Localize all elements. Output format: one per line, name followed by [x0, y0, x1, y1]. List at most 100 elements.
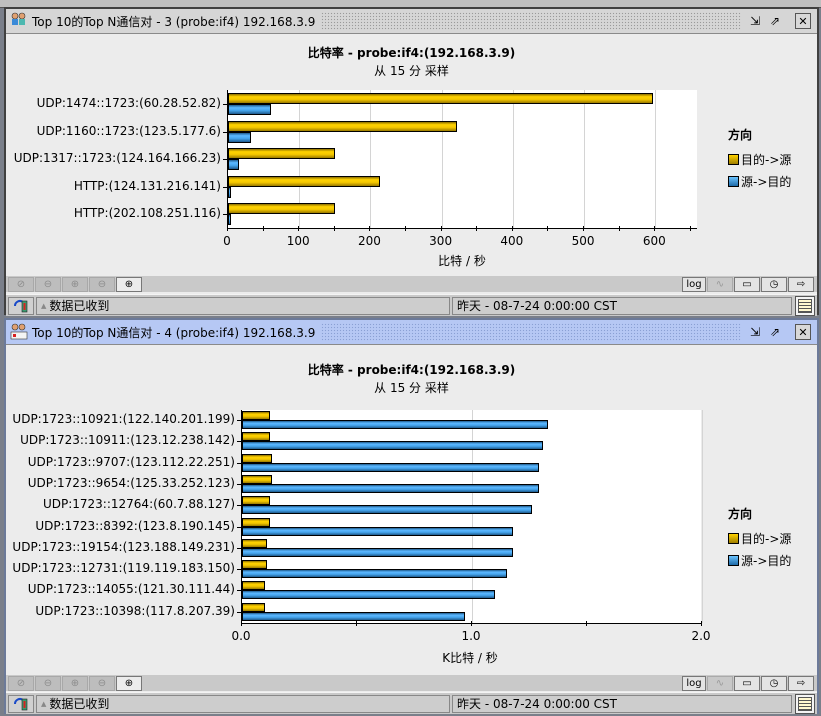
- zoom-out-icon[interactable]: ⊖: [89, 276, 115, 292]
- data-refresh-icon[interactable]: [8, 694, 34, 713]
- bar-dst-to-src[interactable]: [242, 560, 268, 570]
- bar-dst-to-src[interactable]: [242, 453, 272, 463]
- zoom-in-icon[interactable]: ⊕: [116, 276, 142, 292]
- chart-window-4: Top 10的Top N通信对 - 4 (probe:if4) 192.168.…: [4, 318, 819, 714]
- x-axis-title: 比特 / 秒: [438, 254, 486, 268]
- bar-src-to-dst[interactable]: [242, 611, 466, 621]
- zoom-out-icon[interactable]: ⊖: [89, 675, 115, 691]
- line-chart-icon[interactable]: ∿: [707, 276, 733, 292]
- export-icon[interactable]: ⇨: [788, 675, 814, 691]
- gridline: [702, 410, 703, 623]
- window-titlebar[interactable]: Top 10的Top N通信对 - 3 (probe:if4) 192.168.…: [6, 9, 817, 34]
- bar-src-to-dst[interactable]: [228, 104, 272, 115]
- titlebar-drag-area[interactable]: [321, 323, 741, 341]
- bar-dst-to-src[interactable]: [242, 538, 268, 548]
- bar-dst-to-src[interactable]: [242, 411, 270, 420]
- y-tick: [237, 462, 241, 464]
- export-icon[interactable]: ⇨: [788, 276, 814, 292]
- bar-src-to-dst[interactable]: [228, 131, 251, 143]
- bar-dst-to-src[interactable]: [242, 432, 270, 442]
- x-tick: [511, 226, 513, 231]
- line-chart-icon[interactable]: ∿: [707, 675, 733, 691]
- x-tick-label: 0: [223, 234, 231, 248]
- maximize-icon[interactable]: ⇗: [769, 325, 781, 339]
- bar-dst-to-src[interactable]: [242, 581, 265, 591]
- legend: 方向 目的->源 源->目的: [728, 505, 791, 574]
- clock-icon[interactable]: ◷: [761, 675, 787, 691]
- maximize-icon[interactable]: ⇗: [769, 14, 781, 28]
- x-tick: [298, 226, 300, 231]
- bar-dst-to-src[interactable]: [242, 517, 270, 527]
- x-tick: [471, 621, 472, 626]
- log-scale-button[interactable]: log: [682, 276, 706, 292]
- x-tick-label: 1.0: [461, 629, 481, 643]
- x-tick-label: 400: [500, 234, 524, 248]
- bar-dst-to-src[interactable]: [228, 93, 654, 104]
- chart-panel: 比特率 - probe:if4:(192.168.3.9) 从 15 分 采样 …: [6, 34, 817, 294]
- zoom-in-icon[interactable]: ⊕: [116, 675, 142, 691]
- status-message: ▲ 数据已收到: [36, 296, 450, 315]
- minimize-icon[interactable]: ⇲: [749, 325, 761, 339]
- calendar-icon[interactable]: [795, 295, 815, 316]
- x-axis-title: K比特 / 秒: [442, 651, 498, 665]
- triangle-icon: ▲: [41, 699, 47, 708]
- zoom-reset-icon[interactable]: ⊘: [8, 276, 34, 292]
- calendar-icon[interactable]: [795, 693, 815, 714]
- y-tick: [237, 420, 241, 421]
- y-tick: [237, 441, 241, 443]
- blue-swatch-icon: [728, 176, 739, 187]
- bar-dst-to-src[interactable]: [228, 175, 380, 187]
- window-titlebar[interactable]: Top 10的Top N通信对 - 4 (probe:if4) 192.168.…: [6, 320, 817, 345]
- close-icon[interactable]: ✕: [795, 13, 811, 29]
- status-message-text: 数据已收到: [49, 299, 110, 313]
- close-icon[interactable]: ✕: [795, 324, 811, 340]
- y-tick: [223, 214, 227, 216]
- bar-src-to-dst[interactable]: [228, 159, 239, 171]
- ruler-icon[interactable]: ▭: [734, 675, 760, 691]
- bar-src-to-dst[interactable]: [242, 462, 539, 472]
- y-tick: [223, 131, 227, 133]
- bar-dst-to-src[interactable]: [228, 120, 458, 132]
- category-label: UDP:1723::10921:(122.140.201.199): [12, 412, 235, 426]
- clock-icon[interactable]: ◷: [761, 276, 787, 292]
- bar-src-to-dst[interactable]: [242, 590, 495, 600]
- category-label: HTTP:(124.131.216.141): [73, 178, 221, 193]
- titlebar-drag-area[interactable]: [321, 12, 741, 30]
- bar-src-to-dst[interactable]: [242, 483, 539, 493]
- bar-dst-to-src[interactable]: [242, 496, 270, 506]
- category-label: HTTP:(202.108.251.116): [73, 206, 221, 221]
- y-tick: [237, 526, 241, 528]
- chart-subtitle: 从 15 分 采样: [374, 64, 449, 78]
- zoom-left-icon[interactable]: ⊖: [35, 276, 61, 292]
- users-pair-icon: [10, 12, 28, 30]
- zoom-reset-icon[interactable]: ⊘: [8, 675, 34, 691]
- bar-src-to-dst[interactable]: [242, 526, 514, 536]
- zoom-left-icon[interactable]: ⊖: [35, 675, 61, 691]
- bar-dst-to-src[interactable]: [242, 602, 265, 612]
- x-tick: [701, 621, 702, 626]
- minimize-icon[interactable]: ⇲: [749, 14, 761, 28]
- bar-src-to-dst[interactable]: [242, 420, 548, 429]
- log-scale-button[interactable]: log: [682, 675, 706, 691]
- bar-dst-to-src[interactable]: [228, 148, 335, 160]
- ruler-icon[interactable]: ▭: [734, 276, 760, 292]
- data-refresh-icon[interactable]: [8, 296, 34, 315]
- x-tick: [689, 226, 691, 231]
- chart-subtitle: 从 15 分 采样: [374, 381, 449, 395]
- y-tick: [237, 569, 241, 571]
- zoom-right-icon[interactable]: ⊕: [62, 675, 88, 691]
- bar-dst-to-src[interactable]: [242, 474, 272, 484]
- y-tick: [223, 186, 227, 188]
- x-tick-label: 500: [571, 234, 595, 248]
- bar-dst-to-src[interactable]: [228, 203, 335, 215]
- bar-src-to-dst[interactable]: [242, 441, 544, 451]
- bar-src-to-dst[interactable]: [242, 505, 532, 515]
- bar-src-to-dst[interactable]: [228, 214, 231, 226]
- x-tick-label: 200: [357, 234, 381, 248]
- bar-src-to-dst[interactable]: [242, 569, 507, 579]
- y-tick: [237, 483, 241, 485]
- zoom-right-icon[interactable]: ⊕: [62, 276, 88, 292]
- x-tick: [369, 226, 371, 231]
- bar-src-to-dst[interactable]: [242, 547, 514, 557]
- bar-src-to-dst[interactable]: [228, 186, 231, 198]
